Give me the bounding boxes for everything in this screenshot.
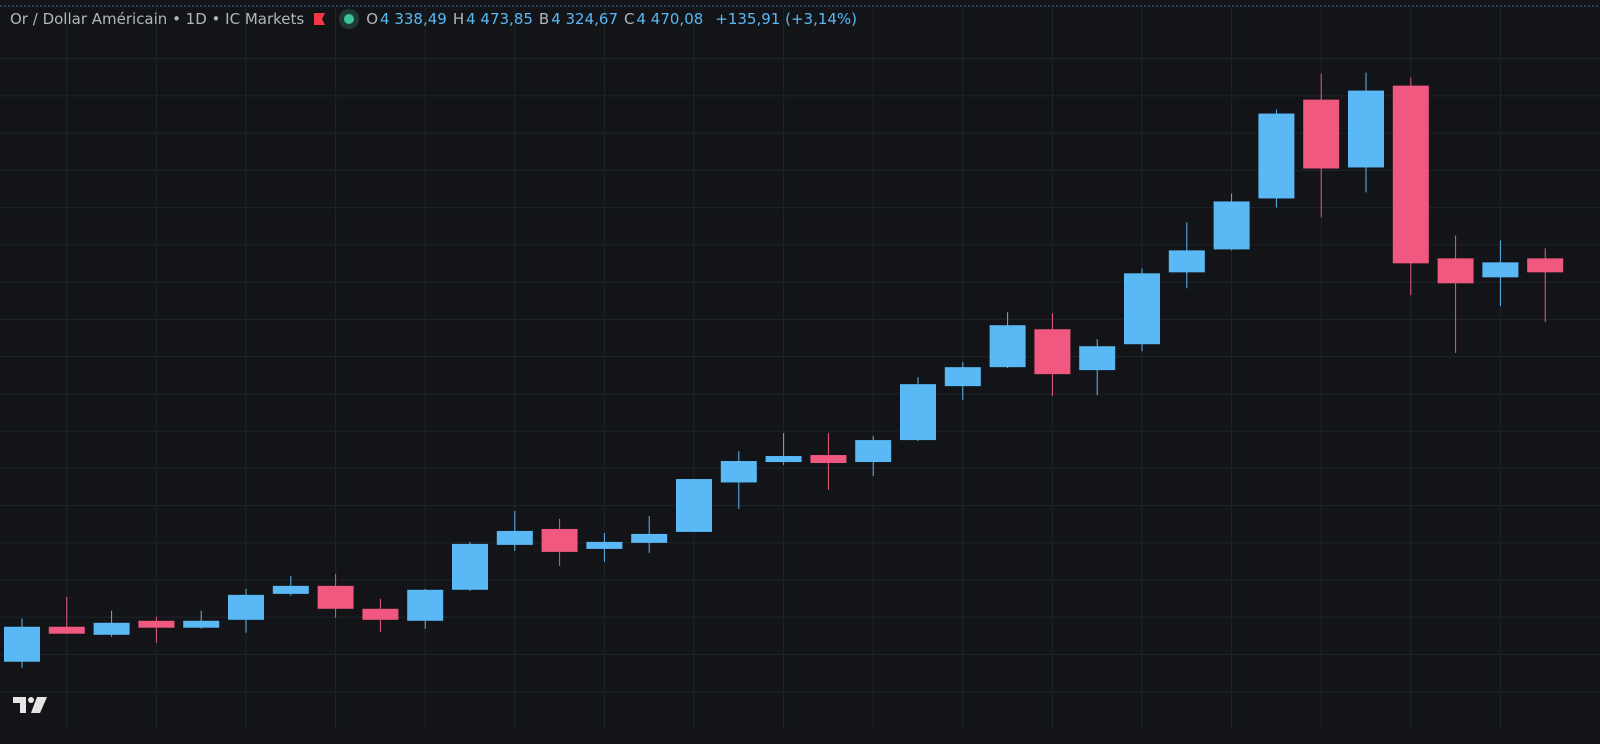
legend-label: B [538, 10, 550, 28]
legend-value: 4 473,85 [466, 10, 533, 28]
candle-body [1079, 346, 1116, 371]
status-icon[interactable] [338, 8, 360, 30]
candle-body [1303, 99, 1340, 169]
candle-body [317, 585, 354, 609]
logo [13, 697, 47, 713]
candle-body [93, 622, 130, 635]
change: +135,91 (+3,14%) [715, 10, 858, 28]
symbol-title: Or / Dollar Américain • 1D • IC Markets [10, 10, 305, 28]
legend-label: H [452, 10, 465, 28]
logo-bar [13, 697, 26, 713]
candle-body [228, 594, 264, 620]
candle-body [452, 543, 488, 590]
candle-body [631, 533, 668, 543]
candle-body [1213, 201, 1250, 250]
legend-value: 4 338,49 [380, 10, 447, 28]
candle-body [1124, 273, 1160, 345]
candle-body [720, 461, 757, 483]
logo-dot [28, 697, 34, 703]
flag-icon[interactable] [310, 10, 332, 28]
legend-label: C [624, 10, 635, 28]
candle-body [1527, 258, 1564, 273]
candle-body [4, 626, 40, 662]
candle-body [1437, 258, 1474, 284]
candle-body [541, 528, 578, 552]
candle-body [1258, 113, 1295, 199]
candle-body [1392, 85, 1429, 264]
candle-body [272, 585, 309, 594]
candle-body [1348, 90, 1384, 168]
candle-body [855, 440, 892, 463]
candle-body [944, 367, 981, 387]
legend-header: Or / Dollar Américain • 1D • IC Markets … [10, 8, 857, 30]
candle-body [765, 456, 802, 463]
candle-body [362, 608, 399, 620]
candle-body [183, 620, 220, 628]
candle-body [1482, 262, 1519, 278]
legend-label: O [366, 10, 379, 28]
candle-body [496, 530, 533, 545]
candle-body [138, 620, 175, 628]
candle-body [1168, 250, 1205, 273]
candle-body [989, 325, 1026, 368]
candle-body [1034, 329, 1071, 375]
candle-body [676, 479, 712, 532]
candle-body [407, 589, 444, 621]
candles [4, 72, 1564, 668]
candle-body [810, 455, 847, 464]
candle-body [900, 384, 936, 441]
logo-slash [31, 697, 47, 713]
legend-value: 4 324,67 [551, 10, 618, 28]
legend-value: 4 470,08 [636, 10, 704, 28]
candle-body [586, 541, 623, 549]
grid [0, 8, 1600, 729]
candle-body [48, 626, 85, 634]
